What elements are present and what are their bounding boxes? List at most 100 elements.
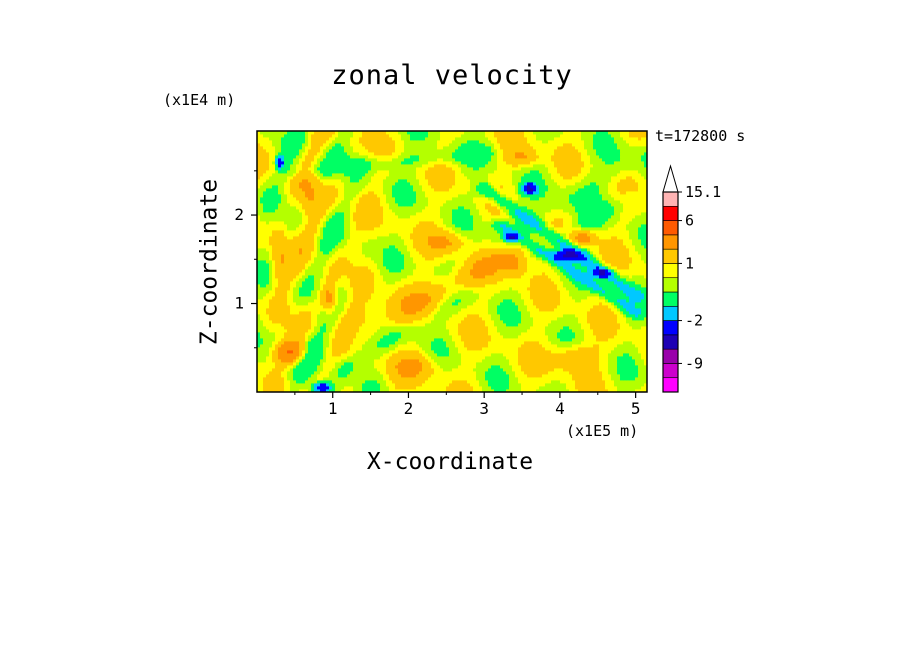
contour-cell: [533, 347, 537, 351]
contour-cell: [266, 323, 270, 327]
contour-cell: [428, 338, 432, 342]
contour-cell: [548, 386, 552, 390]
contour-cell: [428, 368, 432, 372]
contour-cell: [383, 389, 387, 393]
contour-cell: [617, 332, 621, 336]
contour-cell: [590, 377, 594, 381]
contour-cell: [569, 377, 573, 381]
contour-cell: [524, 317, 528, 321]
contour-cell: [434, 308, 438, 312]
contour-cell: [530, 305, 534, 309]
contour-cell: [398, 383, 402, 387]
contour-cell: [281, 353, 285, 357]
contour-cell: [380, 308, 384, 312]
contour-cell: [374, 299, 378, 303]
contour-cell: [611, 335, 615, 339]
contour-cell: [458, 287, 462, 291]
contour-cell: [506, 365, 510, 369]
contour-cell: [509, 371, 513, 375]
contour-cell: [293, 311, 297, 315]
contour-cell: [260, 383, 264, 387]
contour-cell: [404, 335, 408, 339]
contour-cell: [287, 305, 291, 309]
contour-cell: [323, 374, 327, 378]
contour-cell: [356, 356, 360, 360]
contour-cell: [482, 308, 486, 312]
contour-cell: [536, 332, 540, 336]
contour-cell: [575, 320, 579, 324]
contour-cell: [416, 359, 420, 363]
contour-cell: [290, 278, 294, 282]
contour-cell: [482, 368, 486, 372]
contour-cell: [296, 296, 300, 300]
contour-cell: [533, 302, 537, 306]
contour-cell: [437, 383, 441, 387]
contour-cell: [416, 323, 420, 327]
contour-cell: [380, 326, 384, 330]
contour-cell: [572, 368, 576, 372]
contour-cell: [599, 347, 603, 351]
contour-cell: [488, 353, 492, 357]
contour-cell: [428, 317, 432, 321]
contour-cell: [362, 296, 366, 300]
contour-cell: [626, 278, 630, 282]
contour-cell: [293, 275, 297, 279]
contour-cell: [458, 362, 462, 366]
contour-cell: [260, 362, 264, 366]
contour-cell: [290, 383, 294, 387]
contour-cell: [452, 335, 456, 339]
contour-cell: [413, 374, 417, 378]
contour-cell: [407, 320, 411, 324]
contour-cell: [386, 281, 390, 285]
contour-cell: [293, 329, 297, 333]
contour-cell: [440, 380, 444, 384]
contour-cell: [386, 329, 390, 333]
contour-cell: [272, 374, 276, 378]
contour-cell: [533, 329, 537, 333]
contour-cell: [512, 383, 516, 387]
contour-cell: [269, 281, 273, 285]
contour-cell: [368, 326, 372, 330]
contour-cell: [443, 356, 447, 360]
contour-cell: [497, 386, 501, 390]
contour-cell: [596, 284, 600, 288]
contour-cell: [593, 314, 597, 318]
contour-cell: [524, 329, 528, 333]
contour-cell: [299, 287, 303, 291]
contour-cell: [608, 296, 612, 300]
contour-cell: [584, 308, 588, 312]
contour-cell: [491, 344, 495, 348]
contour-cell: [350, 308, 354, 312]
contour-cell: [563, 338, 567, 342]
contour-cell: [308, 386, 312, 390]
contour-cell: [326, 386, 330, 390]
contour-cell: [557, 299, 561, 303]
contour-cell: [272, 341, 276, 345]
contour-cell: [527, 326, 531, 330]
contour-cell: [314, 326, 318, 330]
contour-cell: [626, 356, 630, 360]
contour-cell: [446, 284, 450, 288]
contour-cell: [551, 299, 555, 303]
contour-cell: [320, 284, 324, 288]
contour-cell: [311, 290, 315, 294]
contour-cell: [341, 371, 345, 375]
contour-cell: [401, 362, 405, 366]
contour-cell: [257, 365, 261, 369]
contour-cell: [554, 368, 558, 372]
contour-cell: [389, 323, 393, 327]
contour-cell: [563, 293, 567, 297]
contour-cell: [599, 329, 603, 333]
contour-cell: [419, 371, 423, 375]
contour-cell: [260, 302, 264, 306]
contour-cell: [398, 317, 402, 321]
contour-cell: [479, 308, 483, 312]
contour-cell: [539, 284, 543, 288]
contour-cell: [377, 374, 381, 378]
contour-cell: [491, 350, 495, 354]
contour-cell: [527, 359, 531, 363]
contour-cell: [305, 284, 309, 288]
contour-cell: [440, 386, 444, 390]
contour-cell: [266, 341, 270, 345]
contour-cell: [566, 380, 570, 384]
